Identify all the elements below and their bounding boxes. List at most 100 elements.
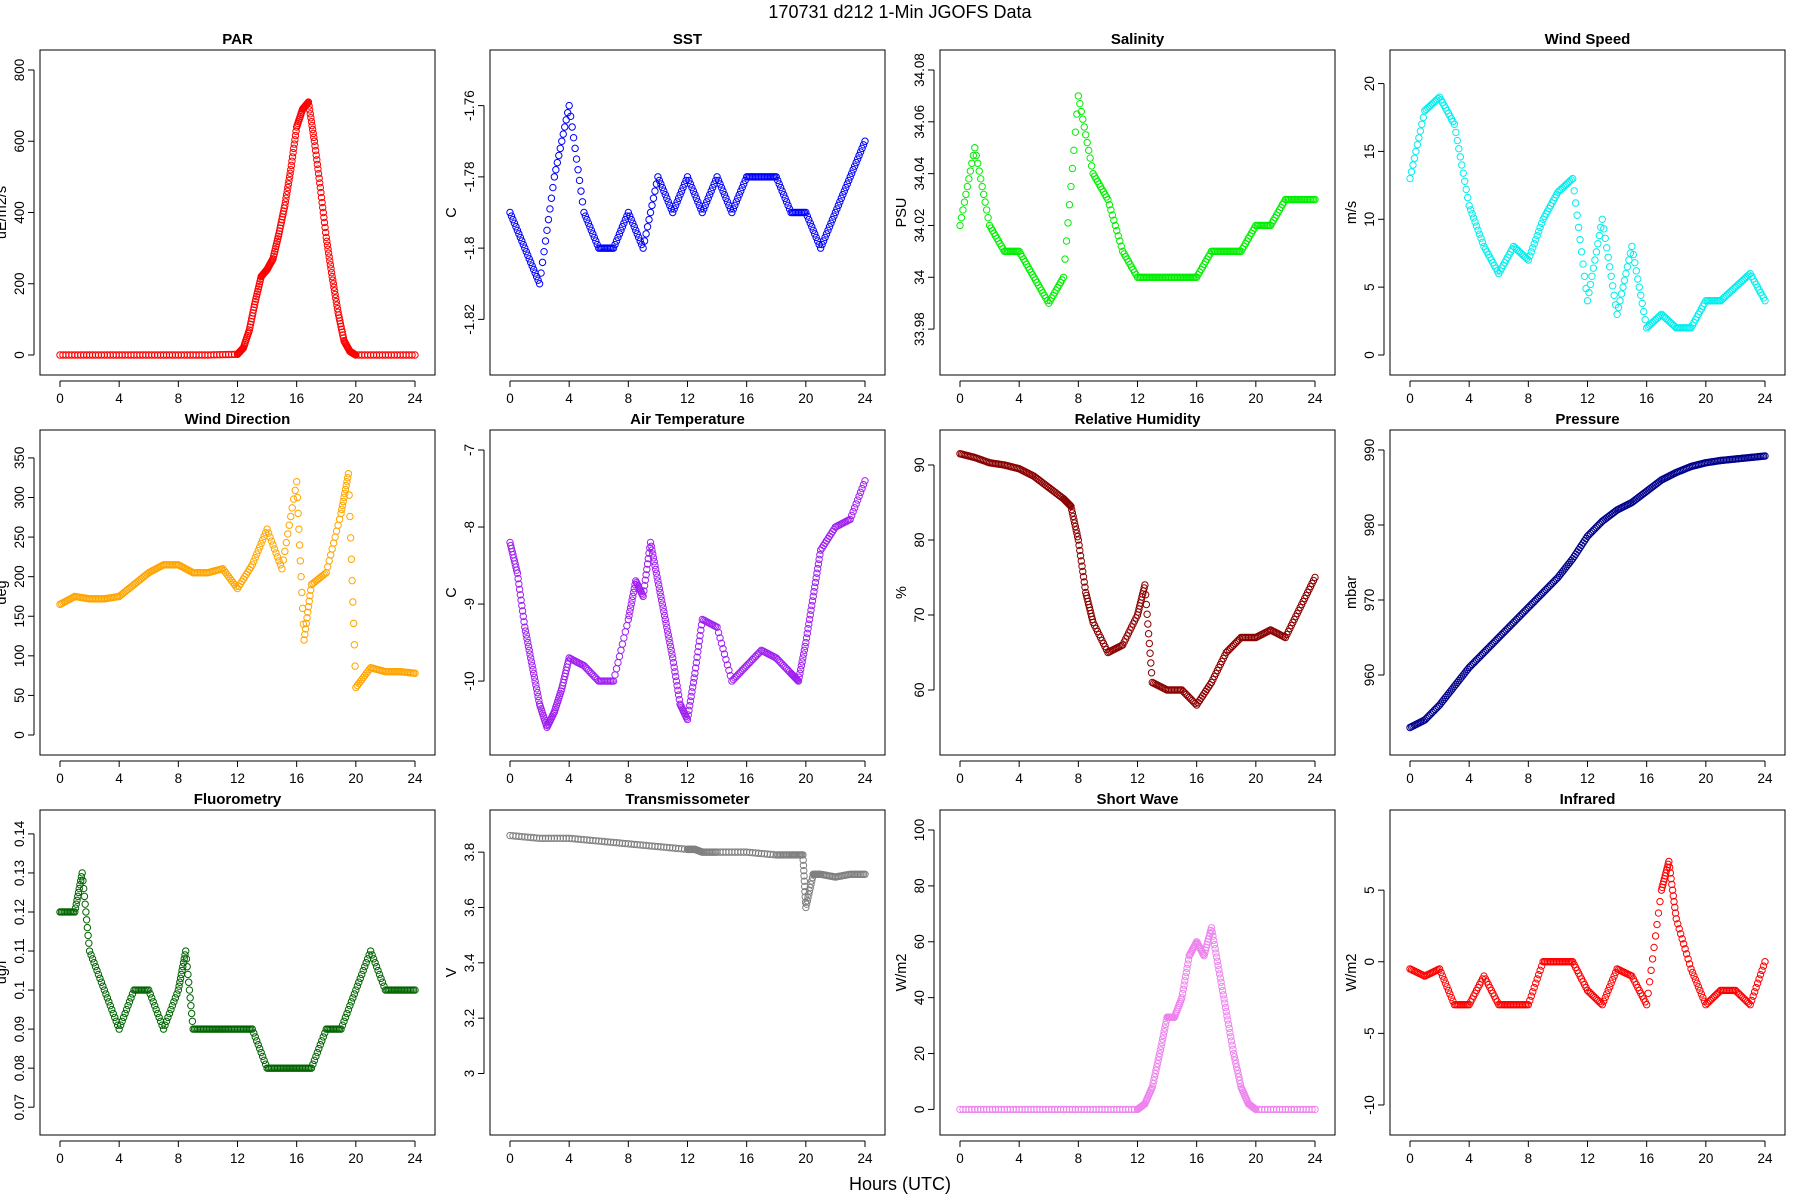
data-point-interp [537, 269, 545, 277]
data-point [1687, 965, 1695, 973]
data-point [846, 515, 854, 524]
data-point-interp [1610, 291, 1618, 299]
data-point-interp [1440, 975, 1448, 984]
panel-title: Wind Speed [1545, 31, 1631, 48]
data-point-interp [1595, 231, 1604, 240]
data-point-interp [692, 658, 701, 667]
data-point-interp [328, 545, 336, 553]
data-point [1141, 581, 1149, 589]
data-point-interp [348, 576, 356, 585]
data-point-interp [323, 241, 332, 249]
data-point-interp [1153, 1059, 1162, 1068]
data-point-interp [696, 631, 704, 640]
data-point-interp [108, 1005, 116, 1014]
data-point-interp [1409, 161, 1417, 169]
data-point-interp [845, 176, 853, 185]
data-point-interp [355, 978, 363, 986]
data-point-interp [359, 966, 367, 975]
data-point-interp [656, 588, 664, 597]
data-point-interp [589, 230, 597, 238]
data-point-interp [1197, 694, 1205, 702]
y-tick-label: 960 [1362, 664, 1377, 687]
data-point-interp [811, 583, 819, 591]
x-tick-label: 8 [1075, 1151, 1083, 1166]
data-point-interp [977, 175, 985, 183]
x-tick-label: 0 [956, 1151, 964, 1166]
data-point-interp [1577, 541, 1586, 549]
data-point-interp [164, 1013, 172, 1022]
data-point-interp [1614, 303, 1623, 312]
data-point-interp [1632, 267, 1641, 275]
data-point-interp [286, 169, 294, 178]
data-point-interp [1070, 146, 1078, 155]
data-point [304, 98, 313, 106]
panel-short-wave: Short Wave W/m2 0 4 8 12 16 20 24 0 20 40 60 80 100 [894, 791, 1336, 1166]
data-point-interp [148, 994, 156, 1002]
data-point [1524, 1001, 1533, 1009]
data-point-interp [723, 661, 732, 669]
x-tick-label: 4 [115, 1151, 123, 1166]
y-tick-label: 34.04 [912, 156, 927, 190]
data-point-interp [518, 237, 526, 245]
x-tick-label: 4 [565, 771, 573, 786]
data-point-interp [1232, 1063, 1241, 1071]
data-point-interp [627, 600, 635, 608]
x-tick-label: 16 [1189, 1151, 1204, 1166]
data-point [1311, 573, 1319, 582]
data-point-interp [1532, 235, 1540, 244]
y-tick-label: 0.14 [12, 820, 27, 847]
plot-frame [39, 49, 436, 376]
data-point-interp [673, 198, 681, 206]
data-point-interp [1603, 244, 1611, 252]
data-point-interp [688, 683, 697, 691]
data-point-interp [73, 896, 81, 904]
data-point-interp [342, 481, 350, 490]
data-point-interp [965, 175, 973, 183]
x-tick-label: 8 [625, 771, 633, 786]
data-point-interp [337, 325, 346, 334]
data-point-interp [800, 882, 809, 891]
data-point [624, 615, 633, 624]
y-tick-label: 60 [912, 682, 927, 697]
data-point-interp [629, 592, 637, 601]
data-point-interp [830, 212, 838, 220]
data-point-interp [96, 974, 104, 983]
data-point [275, 230, 283, 238]
data-point [182, 947, 190, 955]
data-point-interp [684, 711, 692, 719]
data-point-interp [289, 148, 297, 157]
data-point-interp [310, 133, 318, 142]
data-point [1598, 1001, 1606, 1009]
data-point-interp [856, 148, 865, 156]
data-point-interp [1637, 291, 1645, 299]
data-point-interp [1753, 979, 1762, 987]
data-point-interp [1160, 1028, 1168, 1036]
data-point-interp [264, 529, 273, 537]
data-point-interp [1234, 1069, 1242, 1078]
panel-sst: SST C 0 4 8 12 16 20 24 -1.82 -1.8 -1.78 -1.76 [444, 31, 886, 406]
data-point [245, 326, 254, 334]
data-point-interp [620, 219, 628, 227]
data-point-interp [527, 654, 535, 662]
data-point-interp [330, 287, 339, 295]
data-point-interp [1077, 557, 1085, 565]
data-point-interp [334, 521, 342, 529]
data-point-interp [81, 900, 89, 908]
data-point-interp [321, 228, 330, 237]
x-tick-label: 0 [56, 1151, 64, 1166]
y-tick-label: 970 [1362, 589, 1377, 612]
data-point-interp [372, 962, 381, 971]
data-point-interp [1459, 169, 1467, 177]
data-point [646, 538, 655, 547]
data-point-interp [1144, 620, 1152, 628]
data-point-interp [347, 998, 356, 1006]
data-point-interp [253, 550, 261, 558]
data-point-interp [577, 187, 585, 195]
data-point-interp [1182, 968, 1191, 977]
data-point-interp [287, 161, 296, 170]
data-point-interp [1219, 991, 1227, 999]
data-point-interp [323, 237, 331, 246]
data-point [1155, 1049, 1164, 1058]
data-point-interp [1221, 1003, 1230, 1012]
y-tick-label: -1.82 [462, 304, 477, 335]
